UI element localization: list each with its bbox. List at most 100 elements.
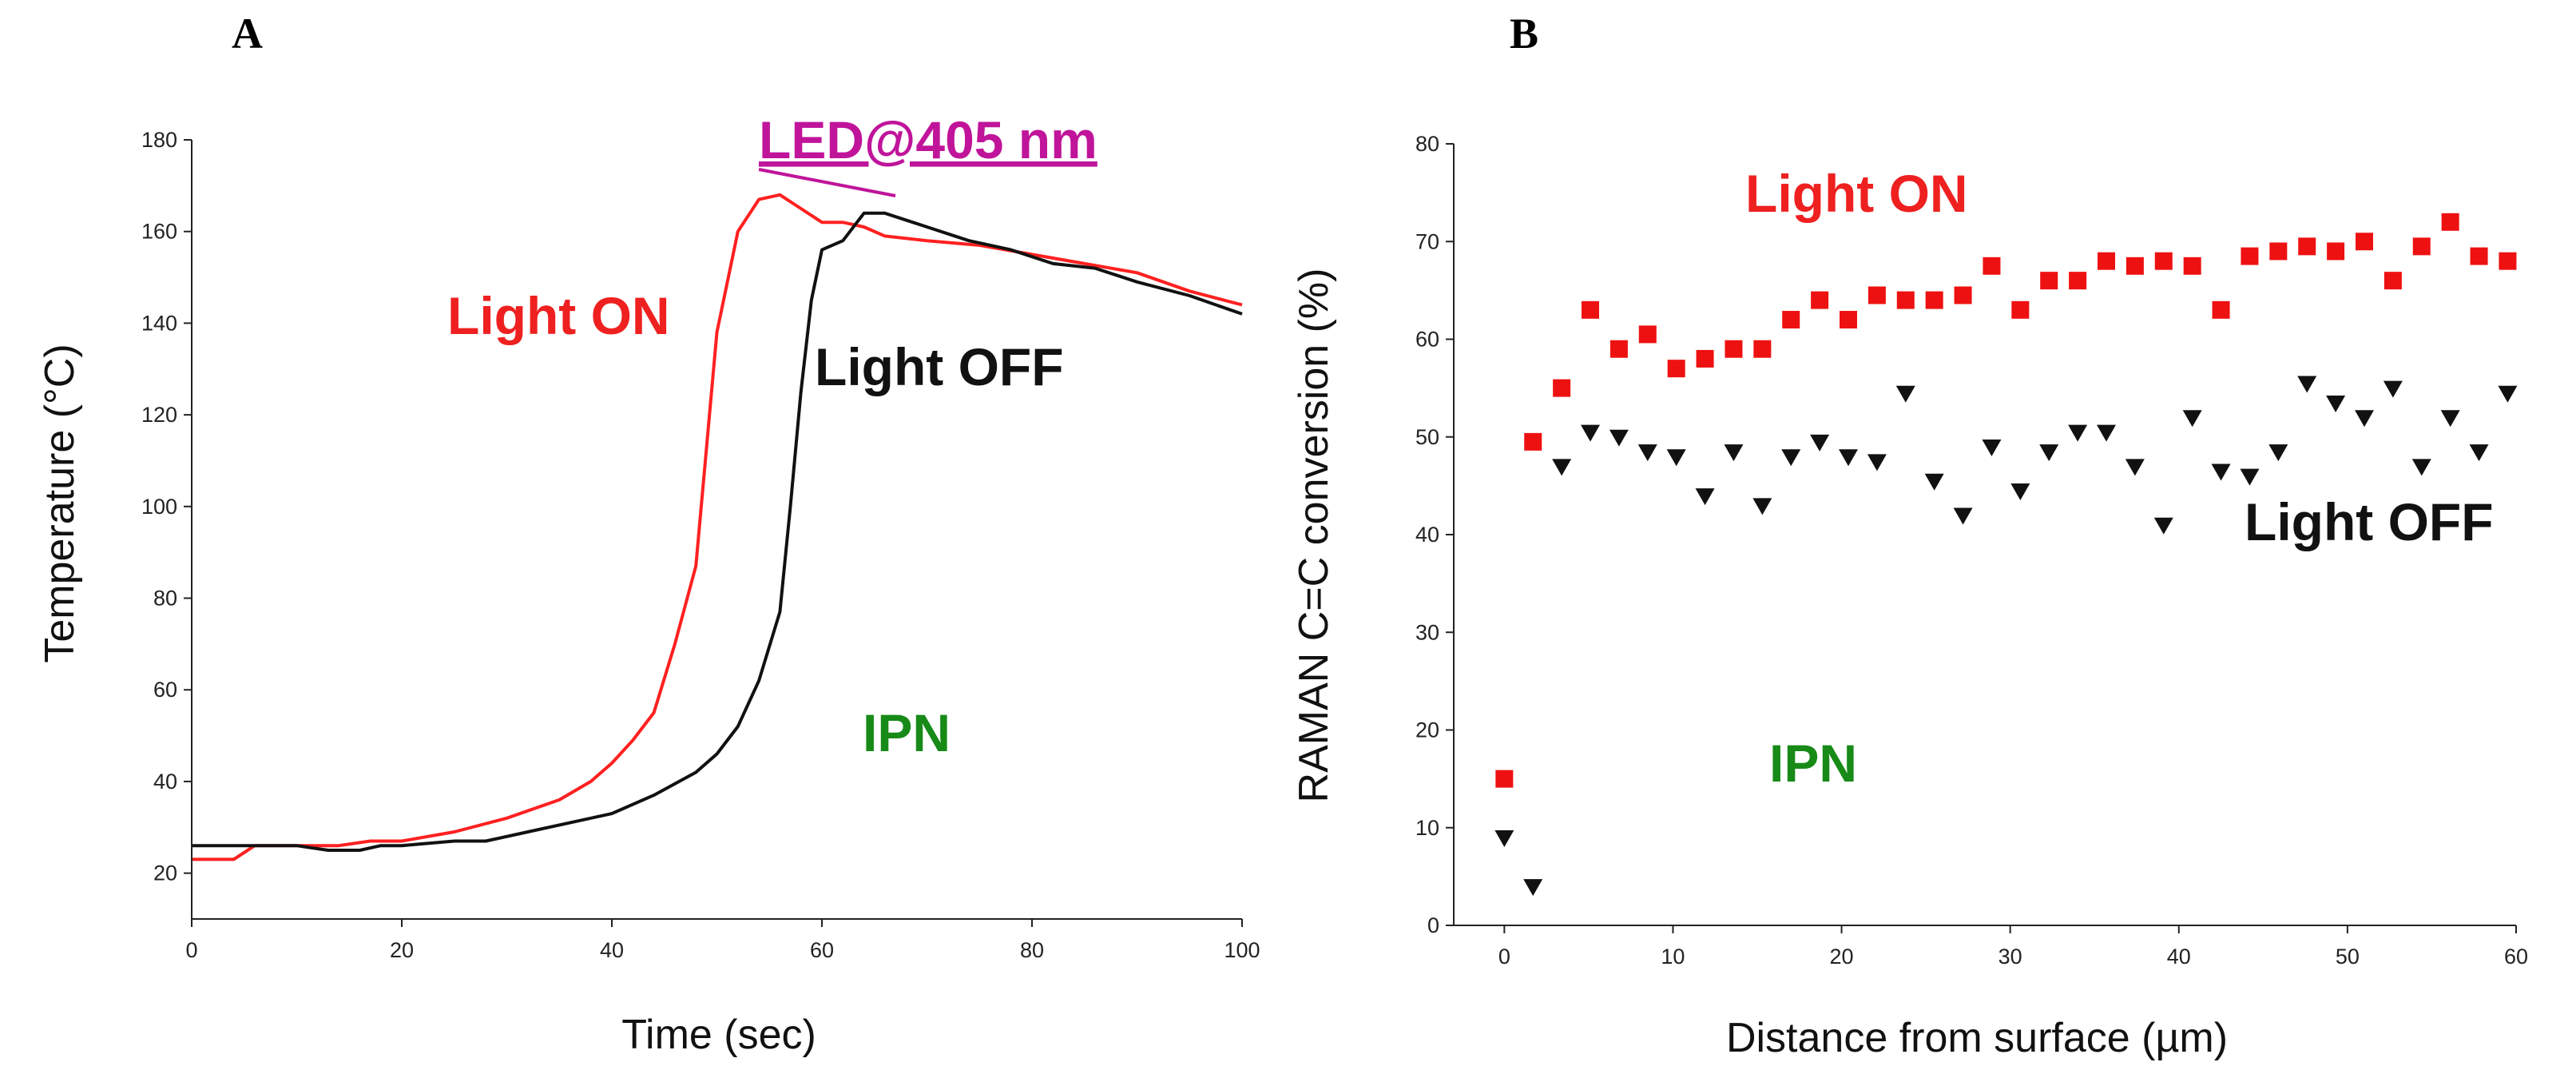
y-tick-label: 20 [1415, 718, 1439, 742]
y-tick-label: 60 [1415, 328, 1439, 352]
x-tick-label: 60 [2504, 945, 2528, 969]
panel-b-ipn-label: IPN [1769, 734, 1857, 793]
x-tick-label: 50 [2336, 945, 2360, 969]
data-point-light-off [2498, 385, 2518, 403]
panel-a-light-on-label: Light ON [447, 286, 670, 345]
data-point-light-off [1867, 454, 1887, 471]
y-tick-label: 60 [153, 678, 177, 702]
data-point-light-off [1781, 449, 1801, 467]
data-point-light-on [1840, 311, 1857, 329]
data-point-light-off [2240, 468, 2260, 486]
data-point-light-on [2441, 213, 2459, 231]
data-point-light-off [2068, 424, 2088, 442]
y-tick-label: 140 [141, 311, 177, 335]
data-point-light-on [1495, 770, 1514, 788]
y-tick-label: 20 [153, 861, 177, 885]
panel-a-y-axis-title: Temperature (°C) [37, 344, 83, 662]
data-point-light-off [1581, 424, 1600, 442]
data-point-light-off [1839, 449, 1858, 467]
data-point-light-on [1696, 349, 1714, 368]
data-point-light-off [2326, 395, 2346, 412]
data-point-light-off [1895, 385, 1915, 403]
data-point-light-off [1982, 439, 2002, 456]
data-point-light-on [1610, 340, 1628, 358]
data-point-light-off [1494, 829, 1514, 847]
data-point-light-on [1811, 291, 1829, 309]
data-point-light-off [1810, 434, 1830, 452]
data-point-light-on [2212, 300, 2230, 319]
data-point-light-on [1667, 360, 1685, 378]
led-indicator-bar [758, 168, 896, 197]
data-point-light-off [2097, 424, 2116, 442]
data-point-light-off [2268, 444, 2288, 462]
panel-b-y-axis-title: RAMAN C=C conversion (%) [1291, 269, 1337, 803]
data-point-light-on [2069, 272, 2087, 290]
data-point-light-off [2355, 410, 2374, 428]
data-point-light-on [1983, 257, 2001, 275]
y-tick-label: 160 [141, 220, 177, 244]
data-point-light-on [1582, 300, 1599, 319]
data-point-light-off [2125, 459, 2145, 476]
y-tick-label: 120 [141, 403, 177, 427]
data-point-light-on [1753, 340, 1772, 358]
data-point-light-off [2440, 410, 2460, 428]
series-line-light-off [192, 211, 1243, 852]
x-tick-label: 80 [1020, 938, 1044, 962]
data-point-light-on [2183, 257, 2201, 275]
data-point-light-on [2298, 237, 2316, 256]
y-tick-label: 50 [1415, 425, 1439, 449]
data-point-light-off [1666, 449, 1686, 467]
panel-a-ipn-label: IPN [863, 703, 951, 762]
x-tick-label: 40 [2167, 945, 2191, 969]
data-point-light-on [1896, 291, 1915, 309]
data-point-light-on [1868, 286, 1886, 304]
data-point-light-on [2098, 252, 2115, 270]
panel-a-light-off-label: Light OFF [815, 337, 1064, 396]
data-point-light-on [1524, 432, 1542, 451]
data-point-light-off [1924, 473, 1944, 491]
data-point-light-off [1752, 498, 1772, 515]
data-point-light-on [2327, 242, 2345, 261]
data-point-light-off [2039, 444, 2059, 462]
data-point-light-on [1725, 340, 1743, 358]
y-tick-label: 0 [1427, 913, 1439, 937]
panel-b-x-axis-title: Distance from surface (µm) [1726, 1015, 2228, 1061]
data-point-light-off [2153, 517, 2173, 535]
data-point-light-off [1695, 488, 1715, 506]
data-point-light-off [1523, 879, 1543, 897]
panel-a-led-label: LED@405 nm [759, 110, 1097, 169]
data-point-light-on [1782, 311, 1800, 329]
data-point-light-on [1954, 286, 1972, 304]
data-point-light-on [2011, 300, 2030, 319]
x-tick-label: 0 [1498, 945, 1510, 969]
data-point-light-on [2412, 237, 2431, 256]
x-tick-label: 20 [390, 938, 414, 962]
data-point-light-on [2383, 272, 2402, 290]
x-tick-label: 40 [600, 938, 624, 962]
data-point-light-on [2499, 252, 2517, 270]
x-tick-label: 30 [1998, 945, 2022, 969]
panel-b-light-on-label: Light ON [1745, 164, 1968, 223]
panel-a-x-axis-title: Time (sec) [621, 1012, 816, 1058]
x-tick-label: 0 [185, 938, 197, 962]
y-tick-label: 100 [141, 495, 177, 519]
x-tick-label: 60 [810, 938, 834, 962]
x-tick-label: 10 [1661, 945, 1685, 969]
data-point-light-on [1925, 291, 1943, 309]
y-tick-label: 180 [141, 128, 177, 152]
y-tick-label: 70 [1415, 229, 1439, 253]
data-point-light-on [2040, 272, 2058, 290]
data-point-light-off [2297, 376, 2317, 393]
series-line-light-on [192, 193, 1243, 861]
data-point-light-off [2411, 459, 2431, 476]
data-point-light-off [2211, 463, 2231, 481]
data-point-light-on [2154, 252, 2173, 270]
x-tick-label: 20 [1830, 945, 1854, 969]
y-tick-label: 40 [1415, 523, 1439, 547]
data-point-light-off [1552, 459, 1572, 476]
panel-a-letter: A [232, 10, 263, 58]
data-point-light-on [2241, 247, 2259, 265]
panel-b-plot: 0 10 20 30 40 50 60 0 10 20 30 40 50 60 70 80 Distance … [1291, 132, 2528, 1061]
data-point-light-off [2383, 380, 2403, 398]
